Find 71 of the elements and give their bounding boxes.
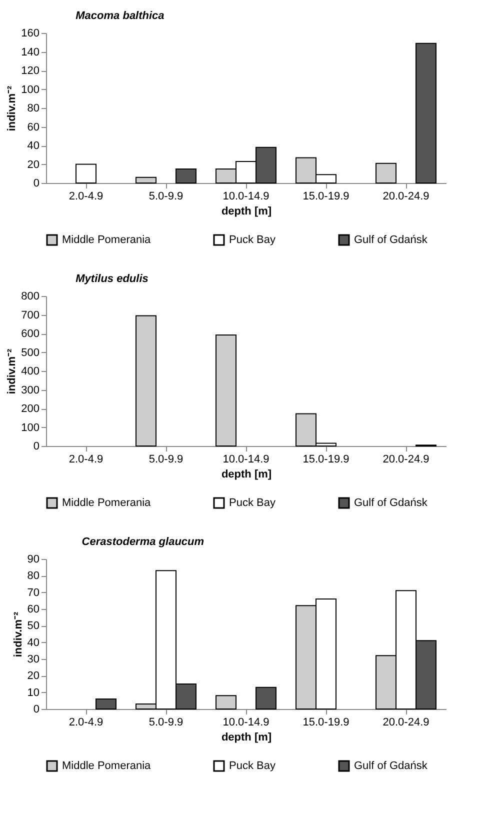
- bar: [376, 162, 396, 184]
- y-tick-label: 60: [27, 121, 40, 134]
- y-tick-label: 600: [21, 328, 40, 340]
- x-axis-title: depth [m]: [221, 732, 272, 744]
- bar: [136, 176, 156, 184]
- x-tick-label: 10.0-14.9: [222, 716, 270, 728]
- y-axis-title: indiv.m⁻²: [6, 85, 18, 132]
- bar: [76, 164, 96, 184]
- x-tick-label: 2.0-4.9: [68, 190, 104, 202]
- y-tick-label: 100: [21, 422, 40, 434]
- legend-label: Middle Pomerania: [62, 760, 152, 772]
- y-tick-label: 0: [33, 440, 40, 452]
- chart-title: Macoma balthica: [76, 10, 164, 22]
- x-tick-label: 10.0-14.9: [222, 454, 270, 466]
- x-tick-label: 5.0-9.9: [148, 454, 184, 466]
- y-tick-label: 50: [27, 620, 40, 632]
- y-tick-label: 70: [27, 586, 40, 599]
- y-axis-title: indiv.m⁻²: [6, 348, 18, 394]
- legend-label: Gulf of Gdańsk: [354, 497, 428, 509]
- y-tick-label: 10: [27, 686, 40, 699]
- bar: [136, 315, 156, 446]
- y-tick-label: 120: [21, 65, 40, 77]
- bar: [96, 698, 116, 710]
- chart-title: Mytilus edulis: [76, 273, 148, 285]
- legend-label: Puck Bay: [229, 234, 276, 246]
- y-tick-label: 200: [21, 403, 40, 415]
- y-tick-label: 40: [27, 636, 40, 649]
- y-tick-label: 80: [27, 570, 40, 582]
- y-tick-label: 400: [21, 366, 40, 378]
- legend-label: Gulf of Gdańsk: [354, 760, 428, 772]
- x-tick-label: 15.0-19.9: [302, 454, 350, 466]
- bar: [256, 686, 276, 710]
- x-tick-label: 5.0-9.9: [148, 716, 184, 728]
- x-tick-label: 5.0-9.9: [148, 190, 184, 202]
- y-tick-label: 60: [27, 604, 40, 616]
- y-tick-label: 30: [27, 654, 40, 666]
- y-axis-title: indiv.m⁻²: [12, 611, 24, 658]
- legend-label: Gulf of Gdańsk: [354, 234, 428, 246]
- x-tick-label: 20.0-24.9: [382, 716, 430, 728]
- x-axis-title: depth [m]: [221, 206, 272, 218]
- y-tick-label: 300: [21, 384, 40, 396]
- x-tick-label: 15.0-19.9: [302, 190, 350, 202]
- x-axis-title: depth [m]: [221, 468, 272, 480]
- legend-label: Puck Bay: [229, 497, 276, 509]
- x-tick-label: 20.0-24.9: [382, 190, 430, 202]
- y-tick-label: 700: [21, 309, 40, 322]
- y-tick-label: 0: [33, 178, 40, 190]
- legend-label: Middle Pomerania: [62, 234, 152, 246]
- y-tick-label: 0: [33, 704, 40, 716]
- bar: [216, 695, 236, 710]
- y-tick-label: 500: [21, 346, 40, 359]
- y-tick-label: 40: [27, 140, 40, 152]
- y-tick-label: 20: [27, 670, 40, 682]
- x-tick-label: 2.0-4.9: [68, 716, 104, 728]
- bar: [176, 168, 196, 184]
- x-tick-label: 15.0-19.9: [302, 716, 350, 728]
- legend-label: Puck Bay: [229, 760, 276, 772]
- x-tick-label: 2.0-4.9: [68, 454, 104, 466]
- x-tick-label: 10.0-14.9: [222, 190, 270, 202]
- y-tick-label: 20: [27, 158, 40, 171]
- y-tick-label: 90: [27, 554, 40, 566]
- bar: [216, 334, 236, 446]
- y-tick-label: 100: [21, 84, 40, 96]
- y-tick-label: 80: [27, 102, 40, 114]
- y-tick-label: 800: [21, 290, 40, 302]
- legend-label: Middle Pomerania: [62, 497, 152, 509]
- x-tick-label: 20.0-24.9: [382, 454, 430, 466]
- chart-title: Cerastoderma glaucum: [82, 536, 204, 548]
- y-tick-label: 140: [21, 46, 40, 58]
- bar: [416, 42, 436, 184]
- y-tick-label: 160: [21, 28, 40, 40]
